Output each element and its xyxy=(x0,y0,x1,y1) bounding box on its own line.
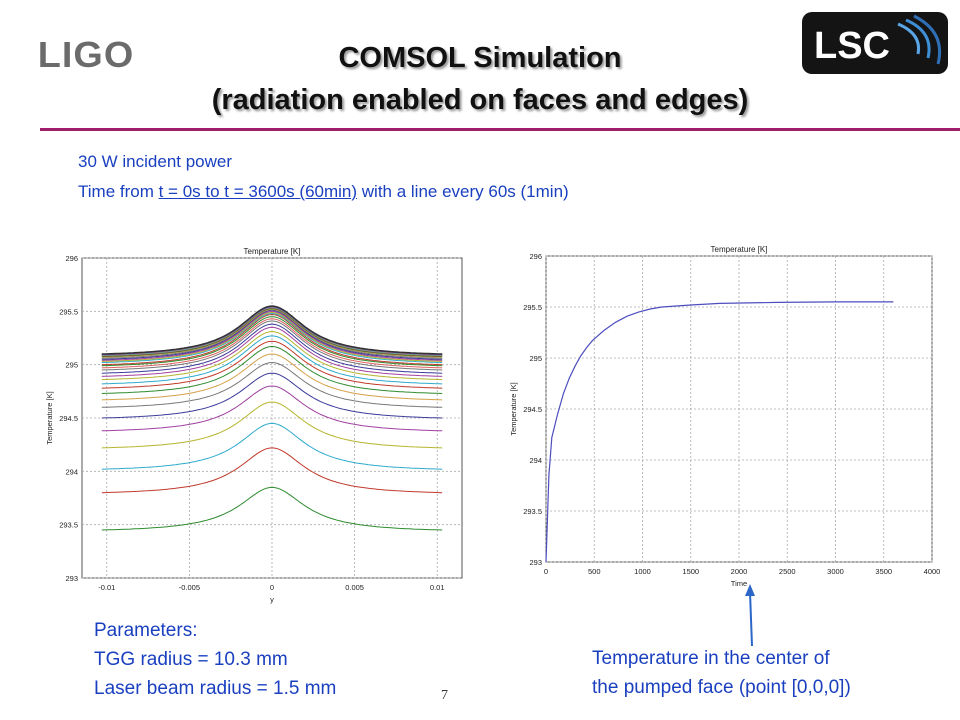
profile-line xyxy=(101,401,443,449)
slide-title-line2: (radiation enabled on faces and edges) xyxy=(211,84,749,116)
x-tick-label: 0.005 xyxy=(345,583,364,592)
y-tick-label: 294.5 xyxy=(523,405,542,414)
profile-line xyxy=(101,318,443,369)
profile-line xyxy=(101,311,443,362)
profile-line xyxy=(101,316,443,367)
y-tick-label: 296 xyxy=(65,254,78,263)
lsc-logo-text: LSC xyxy=(814,25,890,67)
x-axis-label: Time xyxy=(731,579,747,588)
profile-line xyxy=(101,340,443,389)
y-axis-label: Temperature [K] xyxy=(45,391,54,444)
incident-power-text: 30 W incident power xyxy=(78,152,233,171)
profile-line xyxy=(101,312,443,363)
y-tick-label: 293.5 xyxy=(523,507,542,516)
y-tick-label: 295 xyxy=(529,354,542,363)
lsc-logo: LSC xyxy=(802,12,948,74)
chart-title: Temperature [K] xyxy=(244,247,301,256)
callout-arrow-shaft xyxy=(749,591,753,647)
x-tick-label: 0 xyxy=(544,567,548,576)
x-axis-label: y xyxy=(270,595,274,604)
right-chart-caption: Temperature in the center of the pumped … xyxy=(592,644,851,702)
profile-line xyxy=(101,385,443,432)
lsc-logo-swoosh-3 xyxy=(897,22,921,55)
y-tick-label: 294 xyxy=(529,456,542,465)
y-tick-label: 296 xyxy=(529,252,542,261)
ligo-logo: LIGO xyxy=(37,34,135,75)
x-tick-label: 500 xyxy=(588,567,601,576)
center-temperature-line xyxy=(545,301,894,563)
profile-line xyxy=(101,309,443,360)
y-tick-label: 294.5 xyxy=(59,414,78,423)
y-tick-label: 295.5 xyxy=(523,303,542,312)
profile-line xyxy=(101,353,443,401)
x-tick-label: 2000 xyxy=(731,567,748,576)
profile-line xyxy=(101,308,443,358)
x-tick-label: 0.01 xyxy=(430,583,445,592)
y-tick-label: 293 xyxy=(529,558,542,567)
y-tick-label: 294 xyxy=(65,467,78,476)
time-range-link[interactable]: t = 0s to t = 3600s (60min) xyxy=(158,182,358,201)
lsc-logo-background xyxy=(802,12,948,74)
parameters-block: Parameters: TGG radius = 10.3 mm Laser b… xyxy=(94,616,336,703)
title-divider xyxy=(40,128,960,131)
profile-line xyxy=(101,447,443,494)
profile-line xyxy=(101,345,443,394)
x-tick-label: 3500 xyxy=(875,567,892,576)
x-tick-label: 3000 xyxy=(827,567,844,576)
time-range-text: Time from t = 0s to t = 3600s (60min) wi… xyxy=(78,182,569,202)
y-tick-label: 293 xyxy=(65,574,78,583)
profile-line xyxy=(101,326,443,377)
profile-line xyxy=(101,361,443,408)
profile-line xyxy=(101,323,443,374)
tgg-radius-text: TGG radius = 10.3 mm xyxy=(94,649,288,670)
x-tick-label: 4000 xyxy=(924,567,941,576)
x-tick-label: 1500 xyxy=(682,567,699,576)
caption-line2: the pumped face (point [0,0,0]) xyxy=(592,677,851,698)
y-axis-label: Temperature [K] xyxy=(509,382,518,435)
profile-line xyxy=(101,331,443,381)
time-range-suffix: with a line every 60s (1min) xyxy=(357,182,569,201)
page-number: 7 xyxy=(441,688,448,703)
beam-radius-text: Laser beam radius = 1.5 mm xyxy=(94,678,337,699)
profile-line xyxy=(101,305,443,355)
lsc-logo-swoosh-2 xyxy=(913,14,941,65)
profile-line xyxy=(101,320,443,371)
y-tick-label: 295 xyxy=(65,361,78,370)
time-range-prefix: Time from xyxy=(78,182,159,201)
profile-line xyxy=(101,372,443,419)
x-tick-label: 1000 xyxy=(634,567,651,576)
caption-line1: Temperature in the center of xyxy=(592,648,830,669)
chart-title: Temperature [K] xyxy=(711,245,768,254)
profile-line xyxy=(101,335,443,385)
profile-line xyxy=(101,313,443,366)
parameters-heading: Parameters: xyxy=(94,620,198,641)
x-tick-label: -0.005 xyxy=(179,583,200,592)
slide-title-line1: COMSOL Simulation xyxy=(338,42,622,74)
temperature-vs-time-chart: 0 500 1000 1500 2000 2500 3000 3500 4000 293 293.5… xyxy=(509,245,941,588)
profile-line xyxy=(101,486,443,531)
callout-arrow xyxy=(745,584,755,647)
y-tick-label: 295.5 xyxy=(59,307,78,316)
lsc-logo-swoosh-1 xyxy=(905,18,931,59)
profile-line xyxy=(101,422,443,470)
x-tick-label: 0 xyxy=(270,583,274,592)
y-tick-label: 293.5 xyxy=(59,521,78,530)
x-tick-label: -0.01 xyxy=(98,583,115,592)
temperature-profile-chart: -0.01 -0.005 0 0.005 0.01 293 293.5 294 294.5 295… xyxy=(45,247,463,604)
profile-line xyxy=(101,310,443,361)
x-tick-label: 2500 xyxy=(779,567,796,576)
callout-arrow-head xyxy=(745,584,755,596)
